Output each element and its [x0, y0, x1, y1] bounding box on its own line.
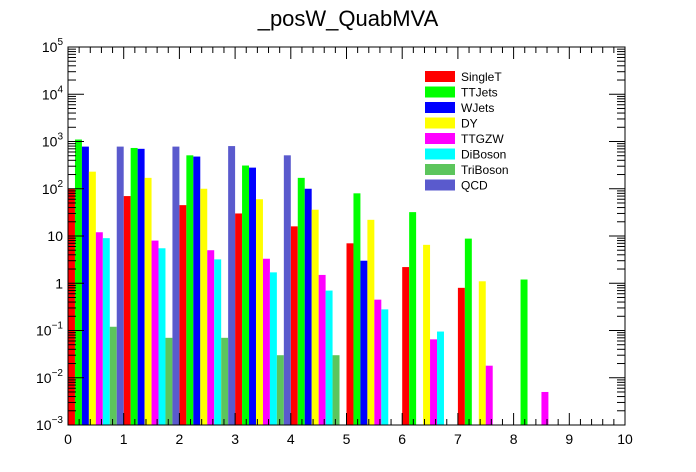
y-tick-label: 10	[47, 228, 63, 244]
bar-triboson-bin0	[109, 326, 117, 425]
y-tick-label: 105	[42, 37, 64, 55]
bar-ttjets-bin1	[130, 147, 138, 425]
bar-singlet-bin7	[457, 287, 465, 425]
legend-swatch-diboson	[425, 148, 455, 160]
bar-wjets-bin3	[249, 167, 256, 425]
bar-diboson-bin2	[214, 259, 222, 425]
bar-singlet-bin6	[402, 267, 410, 425]
x-tick-label: 2	[176, 431, 184, 447]
bar-dy-bin0	[88, 171, 96, 425]
bar-diboson-bin4	[325, 290, 333, 425]
chart-title: _posW_QuabMVA	[257, 6, 439, 31]
legend-swatch-dy	[425, 117, 455, 129]
bar-diboson-bin3	[269, 272, 277, 425]
bar-singlet-bin3	[235, 213, 243, 425]
bar-dy-bin2	[200, 188, 208, 425]
y-tick-label: 103	[42, 132, 64, 150]
bar-ttgzw-bin0	[95, 232, 103, 425]
legend-swatch-wjets	[425, 102, 455, 113]
legend-label-qcd: QCD	[461, 179, 488, 193]
legend-label-diboson: DiBoson	[461, 148, 506, 162]
x-tick-label: 10	[617, 431, 633, 447]
bar-qcd-bin0	[116, 146, 124, 425]
bar-dy-bin1	[144, 177, 152, 425]
x-tick-label: 9	[565, 431, 573, 447]
legend-swatch-singlet	[425, 71, 455, 82]
bar-ttgzw-bin3	[262, 258, 270, 425]
x-tick-label: 7	[454, 431, 462, 447]
legend-label-ttjets: TTJets	[461, 86, 498, 100]
legend-swatch-triboson	[425, 164, 455, 175]
bar-singlet-bin5	[346, 243, 354, 425]
bar-dy-bin7	[478, 281, 486, 425]
bar-ttjets-bin4	[297, 177, 305, 425]
bar-ttjets-bin5	[353, 193, 361, 425]
bar-wjets-bin2	[193, 156, 201, 425]
bar-ttgzw-bin5	[374, 299, 382, 425]
bar-qcd-bin3	[283, 155, 291, 425]
bar-triboson-bin3	[276, 355, 284, 425]
bar-ttjets-bin6	[409, 212, 417, 425]
bar-singlet-bin2	[179, 205, 187, 425]
bar-singlet-bin1	[123, 196, 131, 425]
legend-label-wjets: WJets	[461, 101, 494, 115]
bar-ttgzw-bin8	[541, 391, 549, 425]
bar-qcd-bin1	[172, 146, 180, 425]
bar-diboson-bin5	[381, 309, 389, 425]
bar-triboson-bin1	[165, 337, 173, 425]
bar-wjets-bin0	[81, 146, 89, 425]
legend-swatch-ttgzw	[425, 133, 455, 144]
bar-diboson-bin6	[437, 331, 444, 425]
bar-ttjets-bin2	[186, 155, 194, 425]
y-tick-label: 102	[42, 179, 64, 197]
bar-ttjets-bin7	[464, 238, 472, 425]
bar-singlet-bin4	[290, 226, 298, 425]
bar-qcd-bin2	[228, 146, 236, 425]
x-tick-label: 4	[287, 431, 295, 447]
bar-ttgzw-bin1	[151, 240, 159, 425]
x-tick-label: 8	[510, 431, 518, 447]
legend-label-singlet: SingleT	[461, 70, 502, 84]
bar-dy-bin3	[255, 199, 263, 425]
y-tick-label: 10−3	[36, 415, 63, 433]
bar-ttjets-bin8	[520, 279, 528, 425]
axes-layer: 0 1 2 3 4 5 6 7 8 9 10 10−3 10−2 10−1 1 10 102 103 104 105	[36, 37, 633, 447]
bar-dy-bin6	[423, 244, 431, 425]
bar-ttjets-bin0	[74, 139, 82, 426]
bar-diboson-bin0	[102, 238, 110, 425]
bar-triboson-bin2	[221, 337, 229, 425]
bar-dy-bin5	[367, 219, 375, 425]
bar-singlet-bin0	[68, 188, 75, 425]
bar-ttgzw-bin2	[207, 250, 215, 425]
bar-wjets-bin1	[137, 148, 145, 425]
y-tick-label: 1	[55, 275, 63, 291]
legend-label-ttgzw: TTGZW	[461, 132, 504, 146]
x-tick-label: 1	[120, 431, 128, 447]
legend-swatch-qcd	[425, 179, 455, 191]
bar-dy-bin4	[311, 209, 319, 425]
bar-triboson-bin4	[332, 355, 340, 425]
x-tick-label: 5	[343, 431, 351, 447]
bar-ttgzw-bin6	[430, 339, 438, 425]
legend-label-dy: DY	[461, 117, 478, 131]
bar-wjets-bin4	[304, 188, 312, 425]
bar-diboson-bin1	[158, 248, 166, 425]
bar-ttgzw-bin7	[485, 365, 493, 425]
x-tick-label: 6	[398, 431, 406, 447]
bar-wjets-bin5	[360, 260, 368, 425]
x-tick-label: 0	[64, 431, 72, 447]
y-tick-label: 10−1	[36, 321, 63, 339]
bar-ttgzw-bin4	[318, 274, 326, 425]
x-tick-label: 3	[231, 431, 239, 447]
y-tick-label: 10−2	[36, 368, 63, 386]
bar-ttjets-bin3	[242, 165, 250, 425]
legend-label-triboson: TriBoson	[461, 163, 509, 177]
y-tick-label: 104	[42, 84, 64, 102]
legend-swatch-ttjets	[425, 86, 455, 98]
bars-layer	[68, 139, 549, 426]
